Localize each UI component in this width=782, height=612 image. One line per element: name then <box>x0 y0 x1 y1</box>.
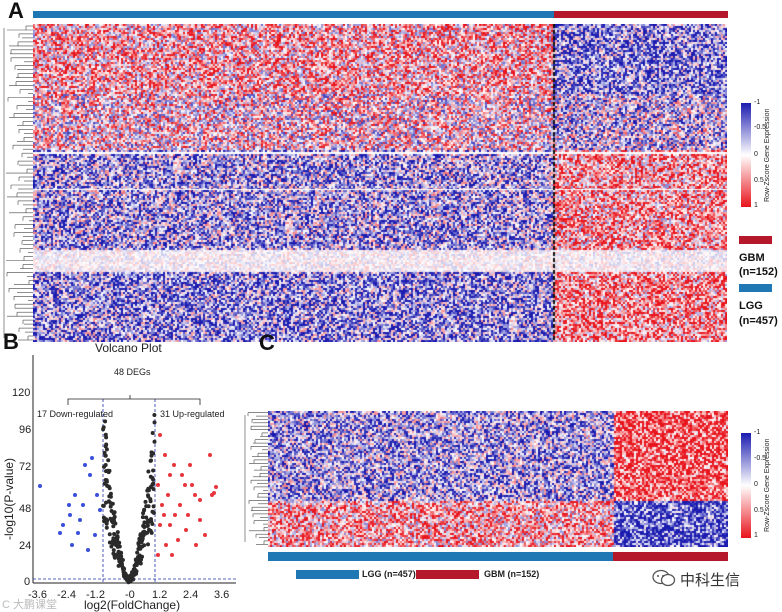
colorbar-a-tick-2: 0 <box>754 151 758 158</box>
heatmap-a <box>33 24 727 342</box>
colorbar-c-tick-3: 0.5 <box>754 507 764 514</box>
colorbar-c-tick-4: 1 <box>754 532 758 539</box>
colorbar-a-tick-4: 1 <box>754 202 758 209</box>
panel-label-a: A <box>8 0 24 23</box>
left-watermark: C 大鹏课堂 <box>2 599 57 611</box>
volcano-xlabel: log2(FoldChange) <box>84 598 181 612</box>
legend-c-gbm-swatch <box>416 570 479 579</box>
volcano-down-label: 17 Down-regulated <box>37 409 114 419</box>
dendrogram-a <box>3 25 33 341</box>
gbm-group-bar-c <box>613 552 728 561</box>
legend-c-gbm-label: GBM (n=152) <box>484 569 540 579</box>
volcano-ylabel: -log10(P-value) <box>2 457 16 540</box>
colorbar-c-title: Row-Zscore Gene Expression <box>764 438 771 532</box>
legend-gbm-count: (n=152) <box>739 266 778 278</box>
volcano-ytick-120: 120 <box>12 387 31 399</box>
volcano-ytick-48: 48 <box>19 503 32 515</box>
watermark-text: 中科生信 <box>680 572 741 589</box>
dendrogram-c <box>244 412 268 545</box>
colorbar-a <box>741 103 751 207</box>
volcano-title: Volcano Plot <box>95 341 162 355</box>
volcano-plot <box>32 355 236 585</box>
legend-gbm-swatch <box>739 236 772 244</box>
volcano-xtick-3: -0 <box>125 589 135 601</box>
volcano-xtick-2: -1.2 <box>86 589 105 601</box>
volcano-degs-label: 48 DEGs <box>114 367 151 377</box>
legend-c-lgg-label: LGG (n=457) <box>362 569 416 579</box>
legend-gbm-label: GBM <box>739 252 765 264</box>
volcano-up-label: 31 Up-regulated <box>160 409 225 419</box>
volcano-xtick-6: 3.6 <box>214 589 230 601</box>
legend-c-lgg-swatch <box>296 570 359 579</box>
volcano-xtick-4: 1.2 <box>152 589 168 601</box>
lgg-group-bar-c <box>268 552 613 561</box>
volcano-xtick-1: -2.4 <box>57 589 76 601</box>
colorbar-a-tick-3: 0.5 <box>754 177 764 184</box>
colorbar-a-tick-1: -0.5 <box>754 124 767 131</box>
volcano-ytick-24: 24 <box>19 540 32 552</box>
legend-lgg-label: LGG <box>739 300 763 312</box>
legend-lgg-swatch <box>739 284 772 292</box>
lgg-group-bar-a <box>33 11 554 18</box>
colorbar-a-tick-0: -1 <box>754 99 761 106</box>
panel-label-b: B <box>3 329 19 354</box>
colorbar-c <box>741 433 751 538</box>
volcano-xtick-5: 2.4 <box>183 589 199 601</box>
colorbar-c-tick-2: 0 <box>754 481 758 488</box>
volcano-ytick-96: 96 <box>19 424 32 436</box>
legend-lgg-count: (n=457) <box>739 315 778 327</box>
volcano-xtick-0: -3.6 <box>28 589 47 601</box>
heatmap-c <box>268 411 728 547</box>
colorbar-c-tick-0: -1 <box>754 429 761 436</box>
colorbar-c-tick-1: -0.5 <box>754 455 767 462</box>
wechat-icon <box>652 569 676 587</box>
panel-label-c: C <box>259 330 275 355</box>
colorbar-a-title: Row-Zscore Gene Expression <box>764 108 771 202</box>
gbm-group-bar-a <box>554 11 728 18</box>
volcano-ytick-72: 72 <box>19 461 32 473</box>
volcano-ytick-0: 0 <box>24 576 31 588</box>
